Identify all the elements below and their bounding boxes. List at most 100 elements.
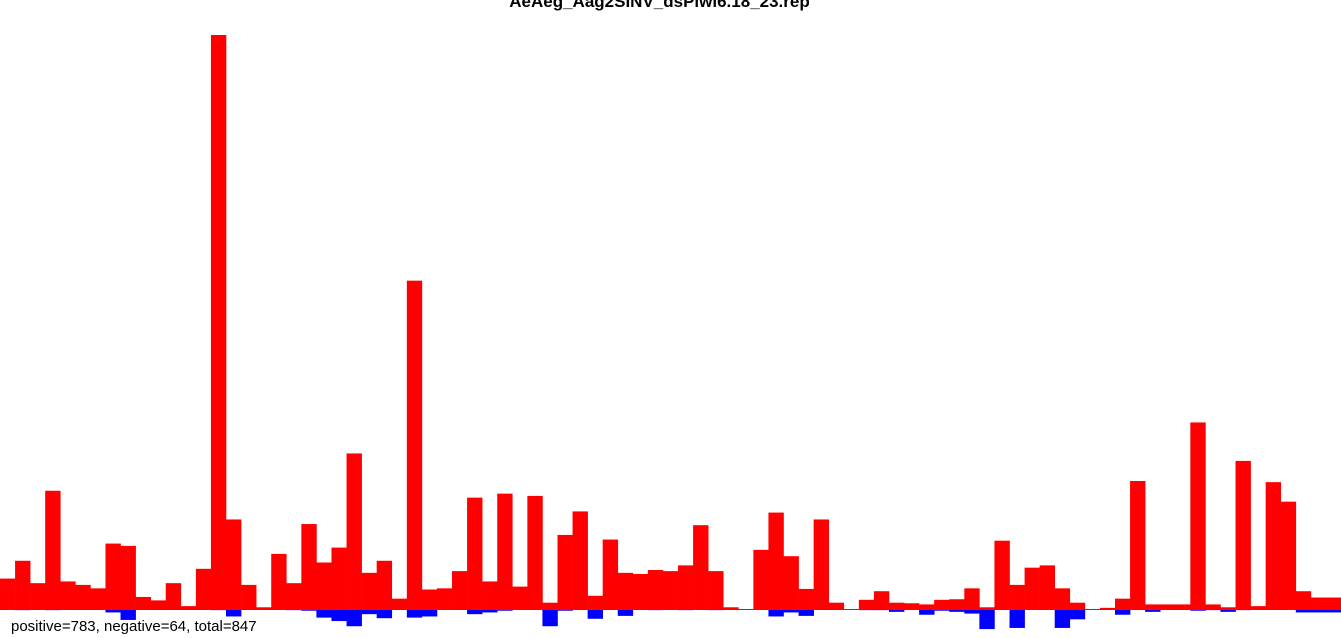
positive-bar	[1220, 607, 1236, 609]
positive-bar	[527, 495, 543, 609]
positive-bar	[436, 588, 453, 609]
positive-bar	[1024, 567, 1040, 609]
positive-bar	[1069, 602, 1086, 609]
negative-bar	[331, 609, 347, 622]
positive-bar	[150, 600, 167, 609]
positive-bar	[467, 497, 483, 609]
positive-bar	[813, 519, 830, 609]
positive-bar	[316, 562, 332, 609]
negative-bar	[105, 609, 121, 613]
positive-bar	[768, 512, 784, 609]
negative-bar	[316, 609, 332, 618]
positive-bar	[210, 35, 227, 609]
negative-bar	[1069, 609, 1086, 620]
positive-bar	[1235, 460, 1251, 609]
positive-bar	[1250, 606, 1266, 609]
positive-bar	[1190, 422, 1206, 609]
positive-bar	[165, 583, 182, 609]
positive-bar	[873, 591, 890, 609]
positive-bar	[391, 598, 408, 609]
positive-bar	[708, 571, 724, 609]
positive-bar	[1099, 607, 1116, 609]
positive-bar	[421, 589, 438, 609]
positive-bar	[723, 607, 739, 609]
positive-bar	[286, 583, 302, 609]
positive-bar	[45, 490, 61, 609]
negative-bar	[1310, 609, 1327, 613]
positive-bar	[226, 519, 242, 609]
positive-bar	[120, 545, 136, 609]
positive-bar	[135, 596, 151, 609]
negative-bar	[1009, 609, 1025, 628]
positive-bar	[858, 599, 875, 609]
positive-bar	[361, 572, 377, 609]
positive-bar	[587, 595, 603, 609]
positive-bar	[0, 578, 16, 609]
positive-bar	[497, 493, 513, 609]
negative-bar	[1054, 609, 1071, 628]
positive-bar	[331, 547, 347, 609]
positive-bar	[934, 599, 950, 609]
positive-bar	[406, 280, 423, 609]
negative-bar	[1145, 609, 1161, 612]
negative-bar	[226, 609, 242, 617]
positive-bar	[572, 511, 588, 609]
positive-bar	[256, 607, 272, 609]
negative-bar	[919, 609, 935, 615]
positive-bar	[1145, 604, 1161, 609]
positive-bar	[1280, 501, 1297, 609]
positive-bar	[828, 602, 845, 609]
positive-bar	[15, 560, 31, 609]
positive-bar	[542, 602, 558, 609]
positive-bar	[1175, 604, 1191, 609]
positive-bar	[557, 534, 573, 609]
negative-bar	[1220, 609, 1236, 612]
positive-bar	[241, 584, 257, 609]
negative-bar	[587, 609, 603, 619]
positive-bar	[602, 539, 619, 609]
chart-title: AeAeg_Aag2SINV_dsPiwi6.18_23.rep	[509, 0, 809, 11]
positive-bar	[979, 607, 995, 609]
positive-bar	[376, 560, 393, 609]
negative-bar	[361, 609, 377, 615]
positive-bar	[1009, 584, 1025, 609]
positive-bar	[1325, 597, 1341, 609]
positive-bar	[346, 453, 362, 609]
positive-bar	[30, 583, 46, 609]
negative-bar	[120, 609, 136, 620]
positive-bar	[1160, 604, 1176, 609]
negative-bar	[949, 609, 965, 612]
negative-bar	[482, 609, 498, 613]
summary-counts: positive=783, negative=64, total=847	[11, 618, 257, 635]
negative-bar	[964, 609, 980, 614]
positive-bar	[617, 572, 634, 609]
positive-bar	[798, 588, 814, 609]
positive-bar	[647, 569, 664, 609]
positive-bar	[1205, 604, 1221, 609]
positive-bar	[1130, 481, 1146, 609]
negative-bar	[1325, 609, 1341, 613]
positive-bar	[693, 525, 709, 609]
positive-bars	[0, 35, 1341, 609]
positive-bar	[1265, 482, 1282, 609]
positive-bar	[105, 543, 121, 609]
negative-bar	[421, 609, 438, 617]
negative-bar	[888, 609, 905, 612]
negative-bar	[467, 609, 483, 615]
positive-bar	[482, 581, 498, 609]
negative-bar	[768, 609, 784, 617]
negative-bar	[798, 609, 814, 616]
positive-bar	[90, 588, 106, 609]
negative-bar	[346, 609, 362, 627]
positive-bar	[1114, 598, 1131, 609]
positive-bar	[632, 573, 649, 609]
positive-bar	[888, 602, 905, 609]
negative-bar	[542, 609, 558, 627]
positive-bar	[75, 584, 91, 609]
positive-bar	[1310, 597, 1327, 609]
positive-bar	[662, 571, 679, 609]
positive-bar	[195, 568, 212, 609]
positive-bar	[1039, 565, 1056, 609]
positive-bar	[783, 556, 799, 609]
